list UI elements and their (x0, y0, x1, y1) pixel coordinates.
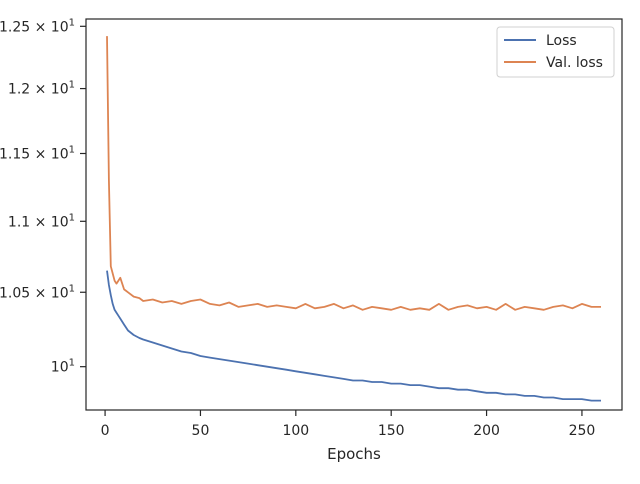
x-axis-ticks: 0 50 100 150 200 250 (101, 410, 596, 439)
y-tick-label: 1.05 × 101 (0, 283, 75, 301)
x-tick-label: 50 (192, 423, 210, 439)
x-tick-label: 250 (569, 423, 596, 439)
x-tick-label: 100 (282, 423, 309, 439)
y-tick-label: 1.15 × 101 (0, 144, 75, 162)
plot-area (85, 18, 623, 411)
series-line-loss (106, 270, 601, 402)
legend-label-loss: Loss (546, 33, 577, 49)
y-tick-label: 101 (51, 358, 75, 376)
legend-label-val-loss: Val. loss (546, 55, 603, 71)
y-tick-label: 1.25 × 101 (0, 17, 75, 35)
x-tick-label: 0 (101, 423, 110, 439)
series-layer (106, 36, 601, 402)
legend: Loss Val. loss (496, 26, 615, 78)
y-tick-label: 1.2 × 101 (8, 80, 75, 98)
x-tick-label: 200 (473, 423, 500, 439)
x-axis-label: Epochs (327, 445, 381, 463)
series-line-val-loss (106, 36, 601, 311)
y-axis-ticks: 101 1.05 × 101 1.1 × 101 1.15 × 101 1.2 × 10… (0, 17, 86, 376)
y-tick-label: 1.1 × 101 (8, 212, 75, 230)
x-tick-label: 150 (378, 423, 405, 439)
